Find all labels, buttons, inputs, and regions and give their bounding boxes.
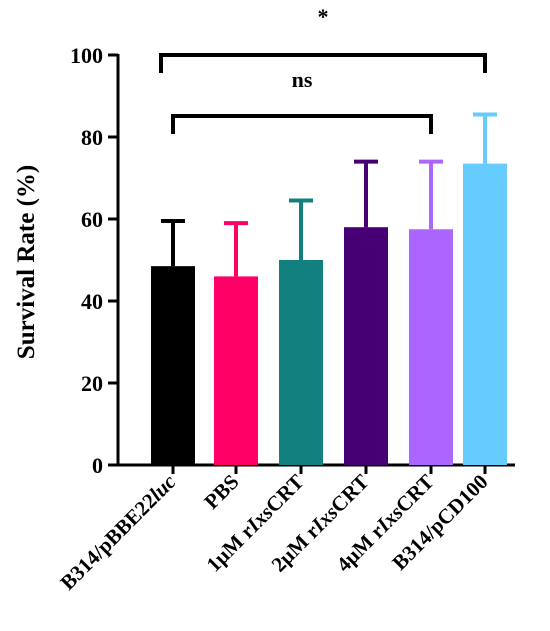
y-tick-label: 80 bbox=[81, 125, 103, 150]
bar bbox=[463, 163, 507, 465]
significance-bracket bbox=[171, 114, 433, 134]
significance-bracket bbox=[159, 53, 487, 73]
y-tick-label: 40 bbox=[81, 289, 103, 314]
bar bbox=[214, 276, 258, 465]
bar bbox=[279, 260, 323, 465]
bar bbox=[344, 227, 388, 465]
y-tick-label: 20 bbox=[81, 371, 103, 396]
significance-label: * bbox=[318, 4, 329, 29]
bar bbox=[151, 266, 195, 465]
x-tick-label: B314/pBBE22luc bbox=[55, 469, 181, 595]
x-tick-label: B314/pCD100 bbox=[387, 470, 492, 575]
y-tick-label: 60 bbox=[81, 207, 103, 232]
y-tick-label: 100 bbox=[70, 43, 103, 68]
significance-label: ns bbox=[292, 67, 313, 92]
y-axis-label: Survival Rate (%) bbox=[13, 165, 40, 359]
bar bbox=[409, 229, 453, 465]
x-tick-label: PBS bbox=[199, 470, 243, 514]
y-tick-label: 0 bbox=[92, 453, 103, 478]
